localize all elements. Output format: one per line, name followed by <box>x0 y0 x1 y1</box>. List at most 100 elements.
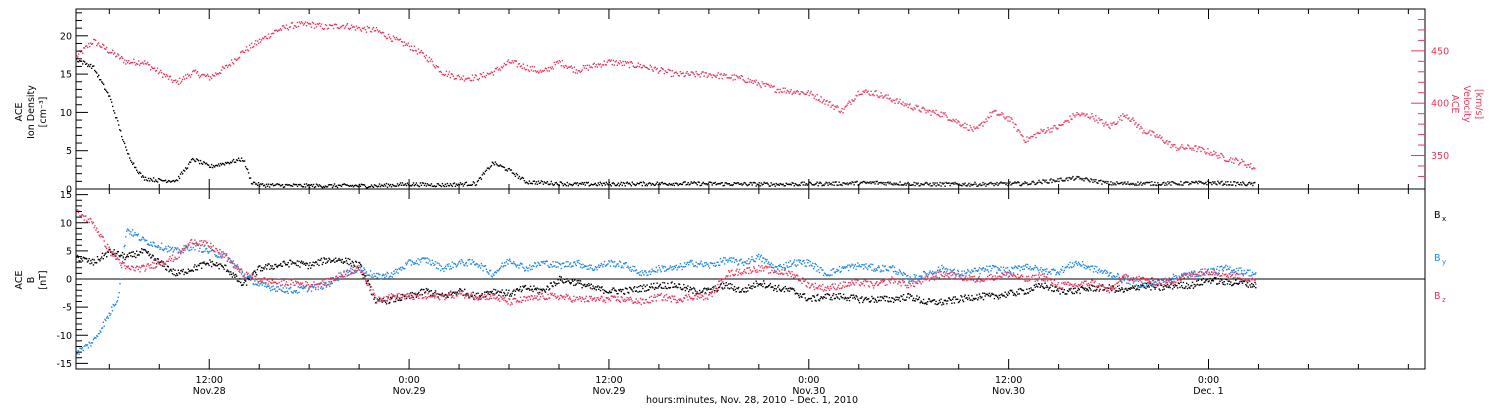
density-point <box>951 182 953 185</box>
velocity-point <box>848 100 850 102</box>
velocity-point <box>1183 148 1185 150</box>
density-point <box>1252 184 1254 187</box>
bx-point <box>214 263 216 266</box>
velocity-point <box>813 97 815 99</box>
density-point <box>1113 183 1115 186</box>
bx-point <box>1114 291 1116 293</box>
by-point <box>290 286 292 289</box>
bx-point <box>507 292 509 294</box>
velocity-point <box>536 70 539 72</box>
by-point <box>682 266 684 268</box>
density-point <box>457 183 460 185</box>
velocity-point <box>1038 132 1040 135</box>
velocity-point <box>155 69 158 72</box>
velocity-point <box>1016 130 1018 132</box>
by-point <box>633 266 636 268</box>
velocity-point <box>340 25 343 28</box>
by-point <box>220 257 223 259</box>
bx-point <box>346 262 348 265</box>
bx-point <box>365 282 368 285</box>
density-ylabel-line3: [cm⁻³] <box>38 97 49 128</box>
density-point <box>841 184 843 187</box>
bx-point <box>502 295 504 297</box>
density-point <box>1001 182 1003 184</box>
by-point <box>838 266 841 268</box>
bx-point <box>496 291 498 293</box>
velocity-point <box>416 53 419 55</box>
density-point <box>740 183 742 185</box>
velocity-point <box>675 71 677 73</box>
velocity-point <box>400 41 403 43</box>
bx-point <box>1051 285 1054 287</box>
density-point <box>818 182 820 184</box>
bx-point <box>681 288 683 291</box>
by-point <box>374 275 377 278</box>
density-point <box>1051 181 1053 184</box>
bx-point <box>678 283 680 285</box>
by-point <box>449 265 452 268</box>
bx-point <box>1236 283 1239 285</box>
bx-point <box>1250 286 1252 288</box>
density-point <box>474 184 477 187</box>
bx-point <box>81 260 84 262</box>
velocity-point <box>770 84 772 86</box>
density-point <box>953 183 955 185</box>
bx-point <box>993 297 996 300</box>
density-point <box>192 158 195 161</box>
density-point <box>983 183 985 186</box>
density-point <box>655 183 657 185</box>
density-point <box>1245 184 1247 187</box>
bx-point <box>1240 279 1242 281</box>
density-point <box>470 184 473 186</box>
velocity-point <box>775 91 777 94</box>
velocity-point <box>82 52 84 54</box>
velocity-point <box>972 130 974 132</box>
density-point <box>123 140 125 143</box>
bx-point <box>203 261 205 263</box>
bx-point <box>737 287 739 290</box>
density-point <box>289 184 292 187</box>
density-point <box>1100 179 1102 182</box>
by-point <box>559 263 561 265</box>
by-point <box>828 275 831 277</box>
bx-point <box>824 293 826 296</box>
by-point <box>305 285 308 287</box>
by-point <box>753 260 756 262</box>
density-point <box>400 184 403 186</box>
density-point <box>1159 183 1161 186</box>
bx-point <box>1118 287 1120 290</box>
bx-point <box>152 255 154 257</box>
by-point <box>282 287 284 289</box>
bx-point <box>1120 288 1122 291</box>
bx-point <box>114 252 116 255</box>
bx-point <box>953 302 956 304</box>
velocity-point <box>1029 137 1031 139</box>
bx-point <box>981 296 983 298</box>
velocity-point <box>502 65 505 67</box>
by-point <box>729 259 732 262</box>
density-point <box>1217 180 1219 182</box>
density-point <box>715 184 717 186</box>
bx-point <box>720 283 722 285</box>
density-point <box>1054 180 1056 183</box>
velocity-point <box>957 120 959 122</box>
by-point <box>718 264 720 266</box>
bx-point <box>943 299 946 302</box>
velocity-point <box>980 123 982 125</box>
by-point <box>779 263 781 266</box>
by-point <box>724 257 727 259</box>
bx-point <box>667 282 669 285</box>
density-point <box>196 159 199 161</box>
by-point <box>519 262 522 264</box>
velocity-point <box>118 54 120 56</box>
bx-point <box>668 287 671 289</box>
velocity-point <box>1172 145 1174 147</box>
bx-point <box>414 293 417 296</box>
density-point <box>540 180 543 182</box>
density-point <box>95 71 97 73</box>
bx-point <box>854 298 856 300</box>
velocity-point <box>745 81 747 84</box>
by-point <box>349 270 351 273</box>
velocity-point <box>209 76 212 78</box>
by-point <box>616 263 618 265</box>
